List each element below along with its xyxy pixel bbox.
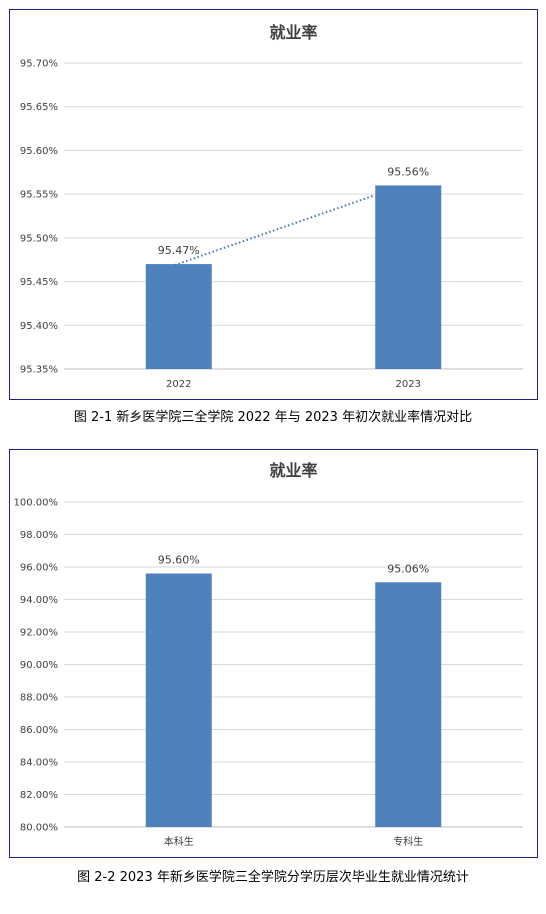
chart-panel-employment-2022-2023: 就业率 95.35% 95.40% 95.45% 95.50% 95.55% 95.60% 9… bbox=[9, 9, 538, 400]
x-category-label: 专科生 bbox=[393, 835, 423, 848]
x-category-label: 2022 bbox=[166, 379, 191, 390]
y-tick-label: 88.00% bbox=[20, 693, 58, 704]
chart-panel-employment-by-degree: 就业率 80.00% 82.00% 84.00% 86.00% 88.00% 90.00% 9… bbox=[9, 449, 538, 858]
bar-专科生 bbox=[375, 582, 442, 827]
data-label: 95.56% bbox=[387, 165, 429, 178]
y-tick-label: 95.65% bbox=[20, 102, 58, 113]
trendline bbox=[174, 194, 375, 267]
bar-2023 bbox=[375, 185, 442, 369]
y-tick-label: 90.00% bbox=[20, 660, 58, 671]
y-tick-label: 84.00% bbox=[20, 758, 58, 769]
figure-caption-2-2: 图 2-2 2023 年新乡医学院三全学院分学历层次毕业生就业情况统计 bbox=[77, 870, 469, 885]
y-tick-label: 82.00% bbox=[20, 790, 58, 801]
y-tick-label: 95.55% bbox=[20, 190, 58, 201]
data-label: 95.47% bbox=[158, 244, 200, 257]
y-tick-label: 86.00% bbox=[20, 725, 58, 736]
y-tick-label: 92.00% bbox=[20, 628, 58, 639]
y-tick-label: 100.00% bbox=[14, 498, 59, 509]
figure-caption-2-1: 图 2-1 新乡医学院三全学院 2022 年与 2023 年初次就业率情况对比 bbox=[73, 410, 473, 425]
data-label: 95.06% bbox=[387, 562, 429, 575]
y-tick-label: 95.70% bbox=[20, 59, 58, 70]
bar-chart-1: 就业率 95.35% 95.40% 95.45% 95.50% 95.55% 95.60% 9… bbox=[20, 23, 523, 390]
chart-title: 就业率 bbox=[269, 461, 317, 480]
bar-2022 bbox=[145, 264, 212, 369]
y-tick-label: 95.40% bbox=[20, 321, 58, 332]
bar-chart-2: 就业率 80.00% 82.00% 84.00% 86.00% 88.00% 90.00% 9… bbox=[14, 461, 523, 848]
x-category-label: 2023 bbox=[396, 379, 421, 390]
x-category-label: 本科生 bbox=[164, 835, 194, 848]
y-tick-label: 95.60% bbox=[20, 146, 58, 157]
chart-title: 就业率 bbox=[269, 23, 317, 42]
y-tick-label: 94.00% bbox=[20, 595, 58, 606]
y-tick-label: 95.50% bbox=[20, 233, 58, 244]
y-tick-label: 96.00% bbox=[20, 563, 58, 574]
y-tick-label: 98.00% bbox=[20, 530, 58, 541]
y-tick-label: 95.35% bbox=[20, 365, 58, 376]
bar-本科生 bbox=[145, 573, 212, 827]
y-tick-label: 95.45% bbox=[20, 277, 58, 288]
data-label: 95.60% bbox=[158, 554, 200, 567]
y-tick-label: 80.00% bbox=[20, 823, 58, 834]
